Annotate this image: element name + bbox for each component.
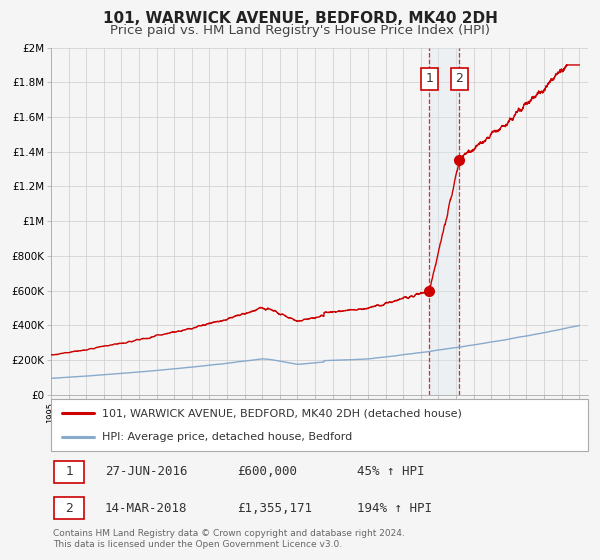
Text: £1,355,171: £1,355,171	[237, 502, 312, 515]
FancyBboxPatch shape	[55, 497, 84, 519]
Text: 101, WARWICK AVENUE, BEDFORD, MK40 2DH: 101, WARWICK AVENUE, BEDFORD, MK40 2DH	[103, 11, 497, 26]
Text: 14-MAR-2018: 14-MAR-2018	[105, 502, 187, 515]
Text: 194% ↑ HPI: 194% ↑ HPI	[357, 502, 432, 515]
Text: 101, WARWICK AVENUE, BEDFORD, MK40 2DH (detached house): 101, WARWICK AVENUE, BEDFORD, MK40 2DH (…	[102, 408, 462, 418]
Text: 1: 1	[425, 72, 433, 85]
Text: 27-JUN-2016: 27-JUN-2016	[105, 465, 187, 478]
FancyBboxPatch shape	[51, 399, 588, 451]
Text: HPI: Average price, detached house, Bedford: HPI: Average price, detached house, Bedf…	[102, 432, 352, 442]
Text: 45% ↑ HPI: 45% ↑ HPI	[357, 465, 425, 478]
Text: Contains HM Land Registry data © Crown copyright and database right 2024.
This d: Contains HM Land Registry data © Crown c…	[53, 529, 404, 549]
Bar	[430, 48, 460, 395]
Text: 1: 1	[65, 465, 73, 478]
Text: £600,000: £600,000	[237, 465, 297, 478]
Text: 2: 2	[455, 72, 463, 85]
FancyBboxPatch shape	[55, 461, 84, 483]
Text: 2: 2	[65, 502, 73, 515]
Text: Price paid vs. HM Land Registry's House Price Index (HPI): Price paid vs. HM Land Registry's House …	[110, 24, 490, 36]
